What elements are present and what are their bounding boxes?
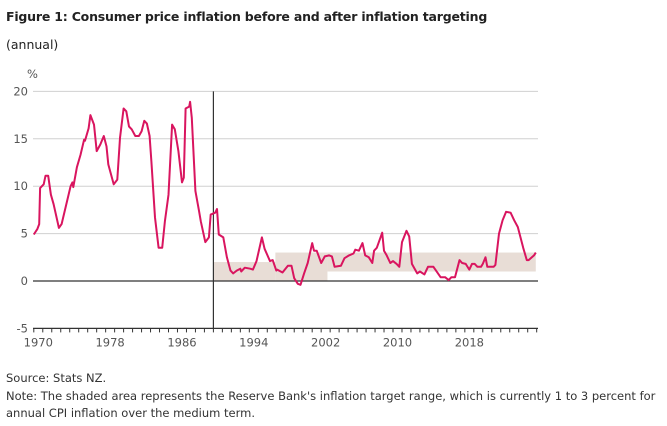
y-tick-label: 0 — [21, 274, 28, 288]
source-text: Source: Stats NZ. — [6, 371, 107, 385]
x-tick-label: 1978 — [95, 335, 124, 349]
chart-subtitle: (annual) — [6, 37, 59, 52]
x-tick-label: 1986 — [167, 335, 196, 349]
x-tick-label: 2010 — [383, 335, 412, 349]
y-axis-unit: % — [27, 67, 38, 81]
x-tick-label: 2002 — [311, 335, 340, 349]
y-tick-label: 15 — [13, 132, 28, 146]
target-band — [213, 262, 276, 281]
x-tick-label: 2018 — [455, 335, 484, 349]
x-tick-label: 1970 — [24, 335, 53, 349]
chart-notes: Source: Stats NZ. Note: The shaded area … — [6, 370, 666, 423]
cpi-inflation-line — [32, 100, 537, 286]
y-tick-label: -5 — [17, 321, 28, 335]
note-text: Note: The shaded area represents the Res… — [6, 388, 656, 421]
chart-title: Figure 1: Consumer price inflation befor… — [6, 9, 488, 24]
target-band — [327, 252, 536, 272]
x-tick-label: 1994 — [239, 335, 268, 349]
y-tick-label: 10 — [13, 179, 28, 193]
y-tick-label: 5 — [21, 227, 28, 241]
y-tick-label: 20 — [13, 84, 28, 98]
